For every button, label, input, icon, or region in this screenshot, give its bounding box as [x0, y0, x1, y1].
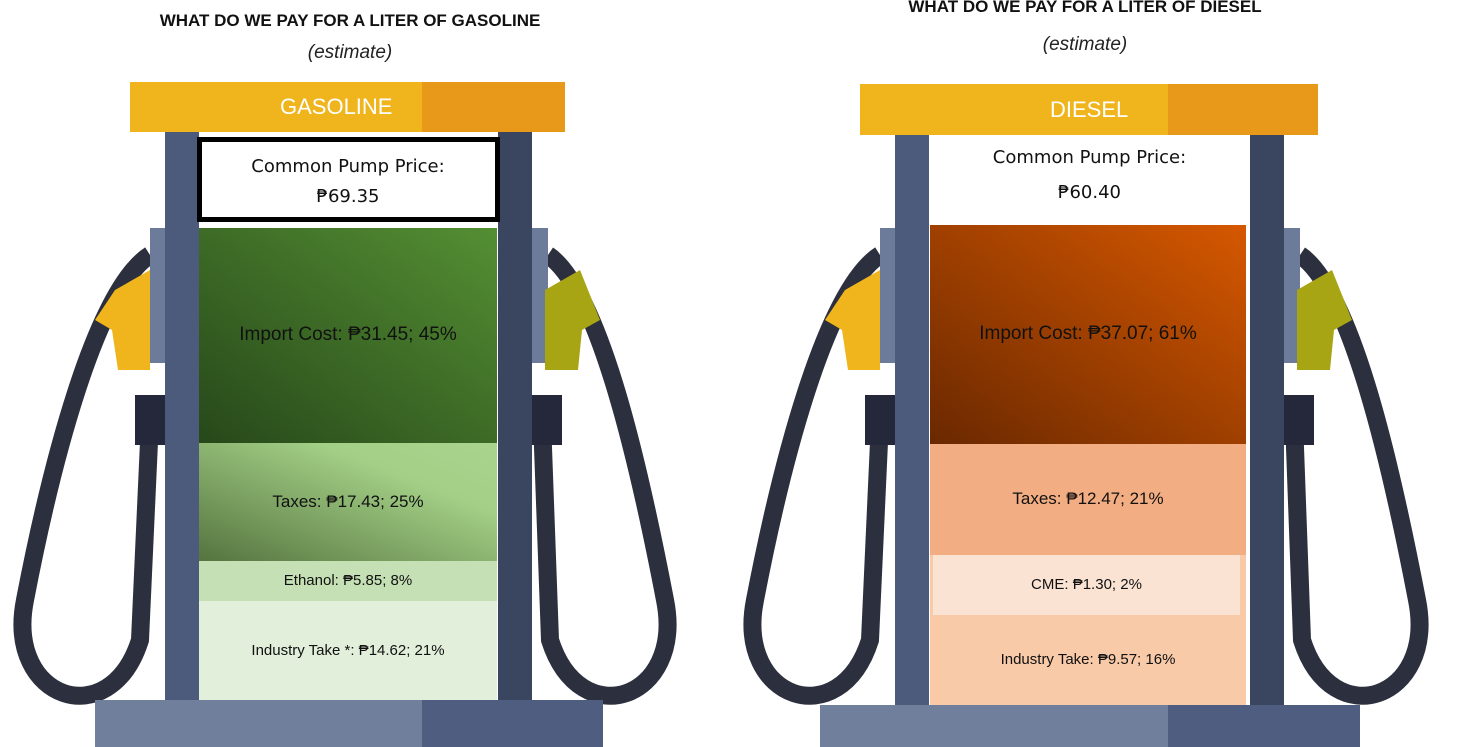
segment-label: Taxes: ₱17.43; 25% — [199, 443, 497, 561]
segment-label: CME: ₱1.30; 2% — [933, 555, 1240, 615]
subtitle: (estimate) — [250, 40, 450, 66]
price: ₱69.35 — [199, 182, 497, 210]
price-label: Common Pump Price: — [929, 143, 1250, 171]
segment-label: Import Cost: ₱37.07; 61% — [930, 225, 1246, 444]
fuel-label: GASOLINE — [130, 82, 565, 132]
title: WHAT DO WE PAY FOR A LITER OF DIESEL — [835, 0, 1335, 20]
segment-label: Industry Take: ₱9.57; 16% — [930, 615, 1246, 705]
segment-label: Industry Take *: ₱14.62; 21% — [199, 601, 497, 700]
price: ₱60.40 — [929, 178, 1250, 206]
title: WHAT DO WE PAY FOR A LITER OF GASOLINE — [100, 8, 600, 34]
fuel-label: DIESEL — [860, 84, 1318, 135]
segment-label: Ethanol: ₱5.85; 8% — [199, 561, 497, 601]
price-label: Common Pump Price: — [199, 152, 497, 180]
subtitle: (estimate) — [985, 32, 1185, 58]
segment-label: Import Cost: ₱31.45; 45% — [199, 228, 497, 443]
segment-label: Taxes: ₱12.47; 21% — [930, 444, 1246, 555]
page: WHAT DO WE PAY FOR A LITER OF GASOLINE (… — [0, 0, 1457, 747]
